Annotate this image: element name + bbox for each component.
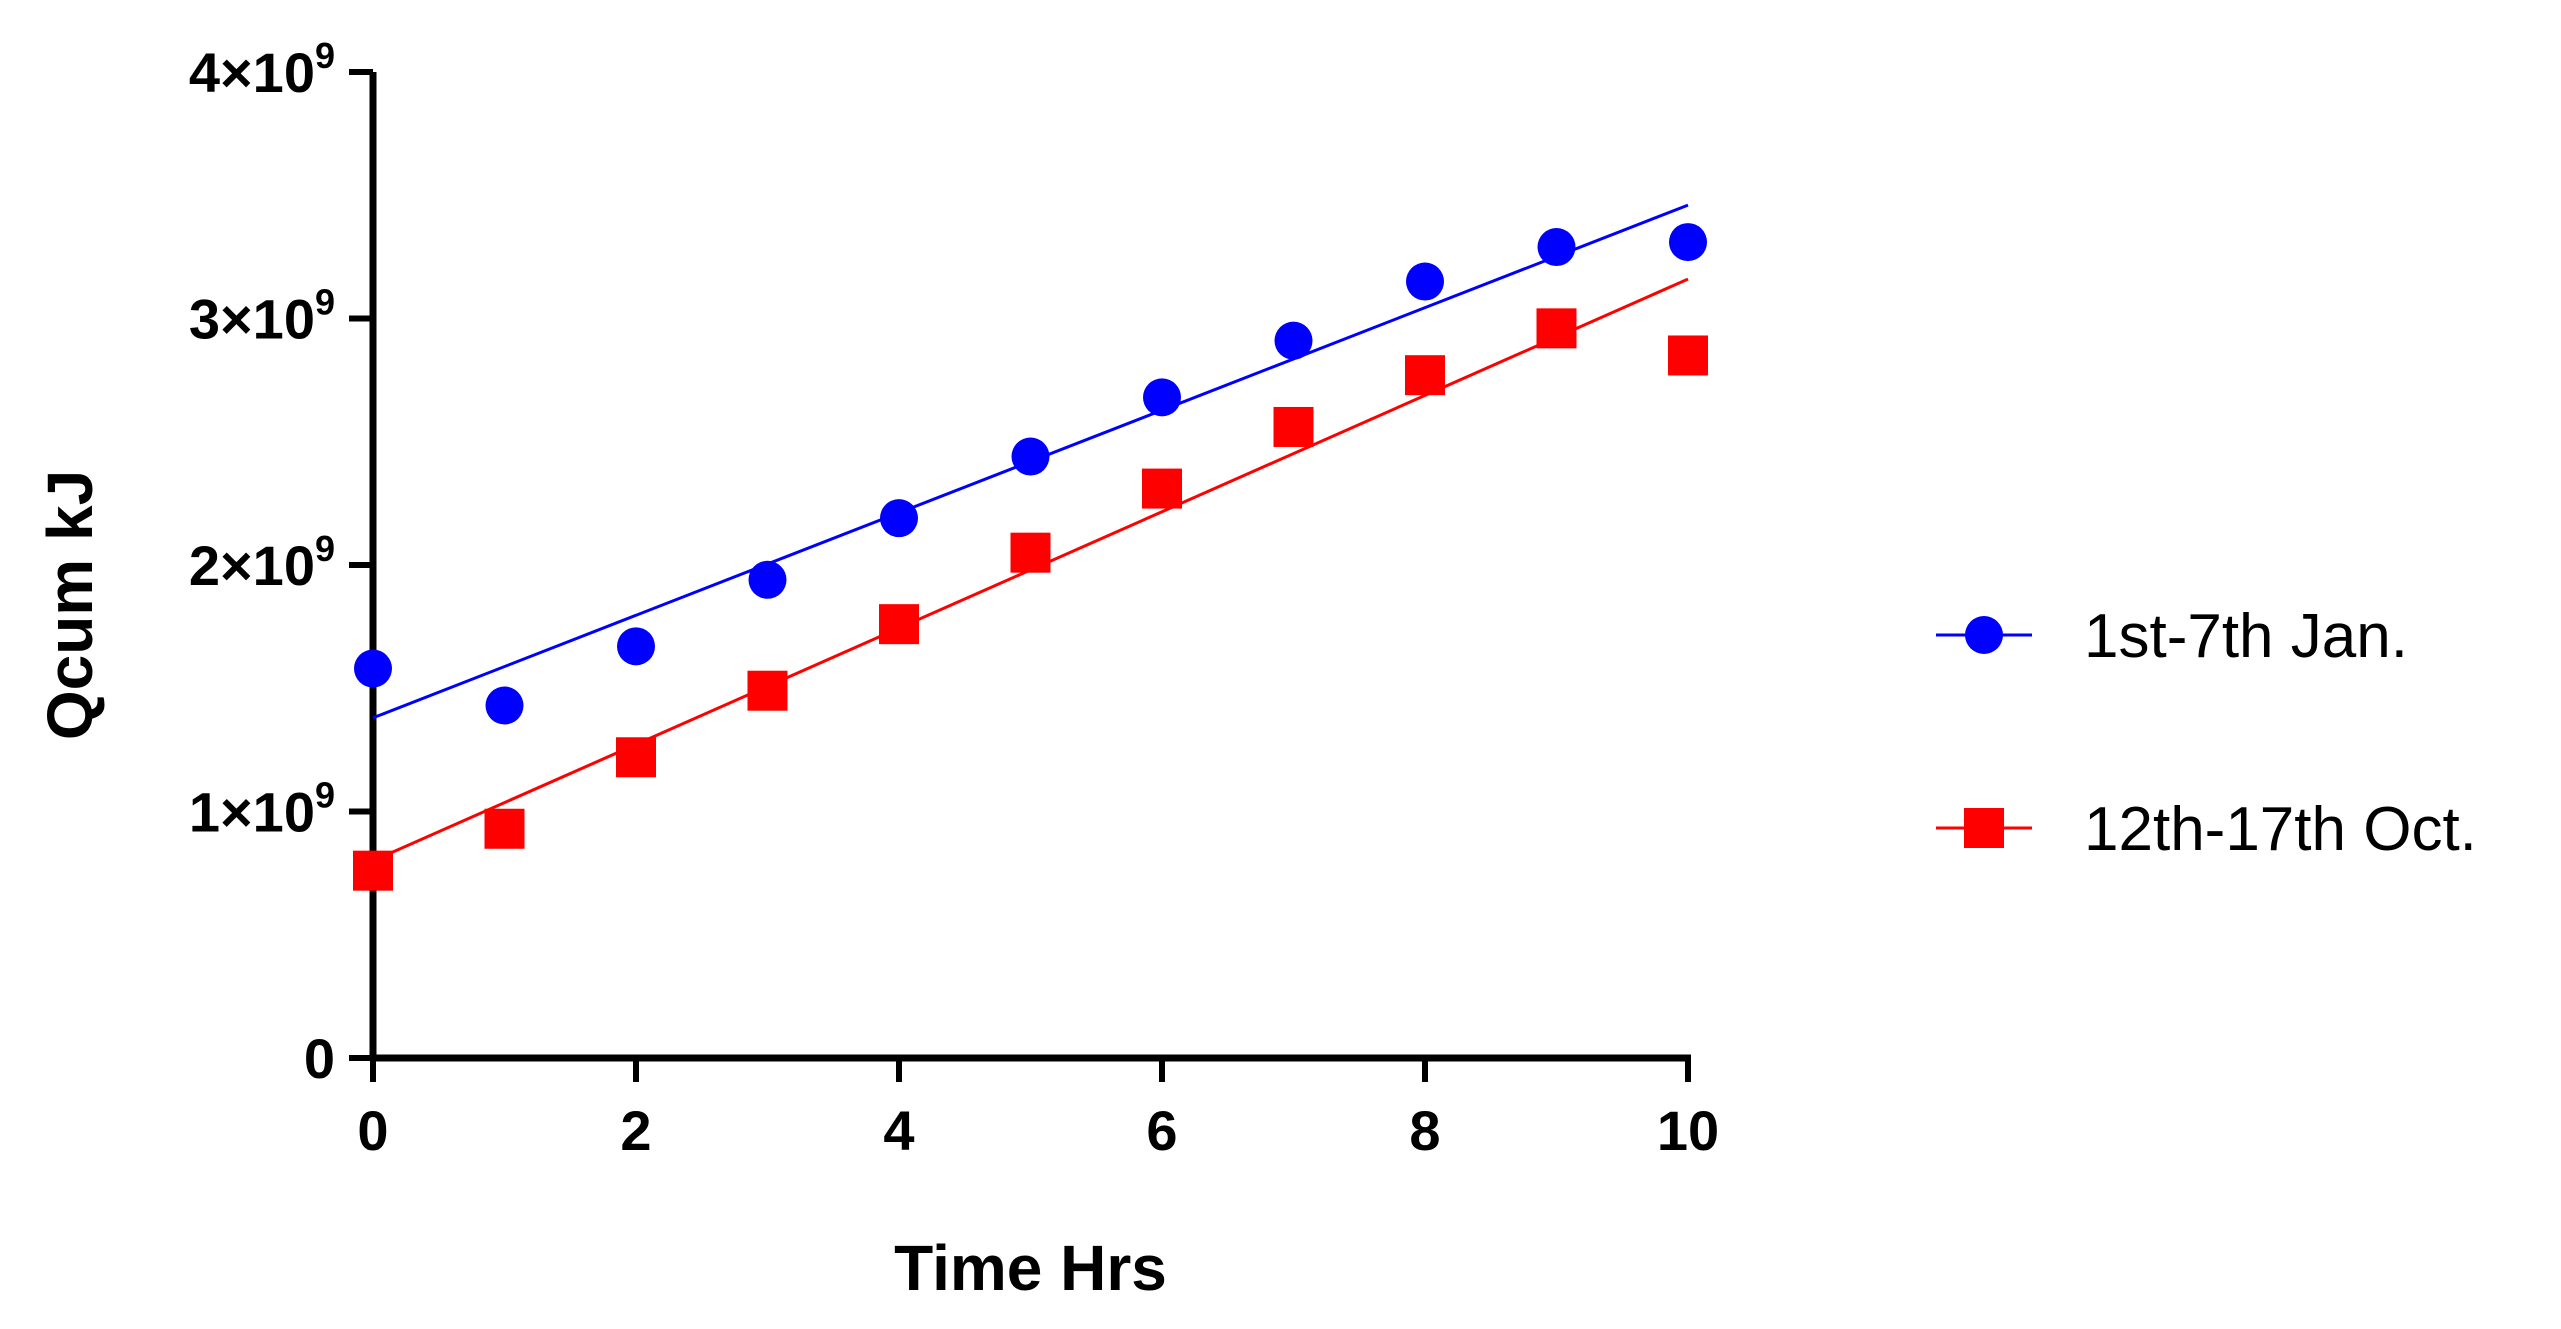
legend-item-1: 1st-7th Jan. xyxy=(1936,602,2408,671)
data-point-series-1 xyxy=(485,686,524,725)
data-point-series-2 xyxy=(1273,406,1314,447)
data-point-series-1 xyxy=(880,499,918,538)
x-tick-label: 6 xyxy=(1146,1099,1177,1162)
data-point-series-1 xyxy=(1274,321,1313,360)
data-point-series-1 xyxy=(1011,437,1050,476)
y-tick-label: 4×109 xyxy=(189,35,335,104)
data-point-series-2 xyxy=(1536,308,1577,349)
data-point-series-1 xyxy=(1537,228,1576,267)
data-point-series-1 xyxy=(748,560,787,599)
legend-label: 12th-17th Oct. xyxy=(2084,795,2477,864)
axes: 0 2 4 6 8 10 0 1×109 2×109 3×109 4×109 xyxy=(189,35,1719,1162)
legend-marker xyxy=(1964,808,2004,848)
data-point-series-2 xyxy=(1010,532,1051,573)
x-tick-label: 4 xyxy=(883,1099,914,1162)
data-point-series-1 xyxy=(1143,378,1181,417)
legend-label: 1st-7th Jan. xyxy=(2084,602,2408,671)
legend-item-2: 12th-17th Oct. xyxy=(1936,795,2477,864)
data-point-series-2 xyxy=(747,670,788,711)
data-point-series-1 xyxy=(354,649,392,688)
data-point-series-2 xyxy=(1668,335,1708,376)
data-point-series-1 xyxy=(1669,223,1707,262)
y-tick-label: 2×109 xyxy=(189,528,335,597)
data-point-series-2 xyxy=(616,737,656,778)
y-axis-title: Qcum kJ xyxy=(34,470,106,740)
data-point-series-2 xyxy=(879,604,919,645)
x-tick-label: 10 xyxy=(1657,1099,1719,1162)
legend: 1st-7th Jan. 12th-17th Oct. xyxy=(1936,602,2477,864)
data-point-series-2 xyxy=(1142,468,1182,509)
data-point-series-2 xyxy=(484,808,525,849)
legend-marker xyxy=(1965,616,2003,654)
data-point-series-1 xyxy=(1406,262,1444,301)
data-point-series-1 xyxy=(617,627,655,666)
y-tick-label: 0 xyxy=(304,1027,335,1090)
x-tick-label: 8 xyxy=(1409,1099,1440,1162)
data-points xyxy=(353,223,1708,891)
x-axis-title: Time Hrs xyxy=(894,1232,1167,1304)
x-tick-label: 2 xyxy=(620,1099,651,1162)
x-tick-label: 0 xyxy=(357,1099,388,1162)
y-tick-label: 1×109 xyxy=(189,775,335,844)
data-point-series-2 xyxy=(353,850,393,891)
data-point-series-2 xyxy=(1405,355,1445,396)
y-tick-label: 3×109 xyxy=(189,282,335,351)
